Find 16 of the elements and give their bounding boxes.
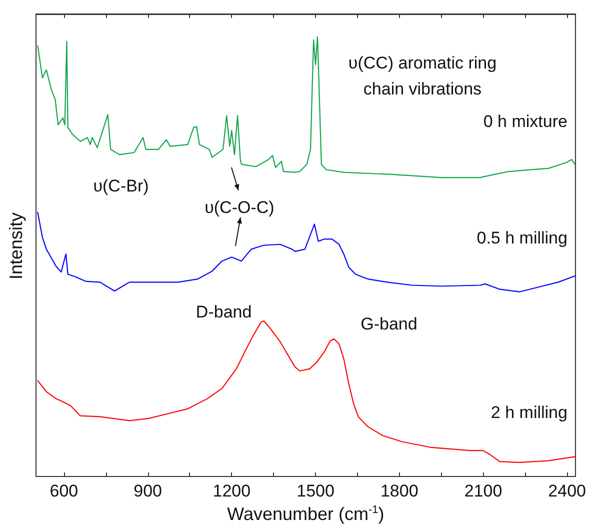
x-tick-label: 1200 — [212, 482, 251, 500]
series-label: 2 h milling — [490, 403, 568, 422]
annotation: υ(C-O-C) — [204, 198, 274, 217]
x-tick-label: 1500 — [296, 482, 334, 500]
x-tick-label: 2400 — [548, 482, 586, 500]
annotation: υ(C-Br) — [93, 176, 149, 196]
series-label: 0.5 h milling — [476, 228, 568, 248]
annotation: υ(CC) aromatic ring chain vibrations — [348, 53, 497, 98]
annotation: G-band — [360, 314, 418, 334]
x-tick-label: 2100 — [464, 482, 502, 500]
series-label: 0 h mixture — [483, 112, 568, 132]
x-tick-label: 1800 — [380, 482, 418, 500]
annotation: D-band — [196, 302, 252, 322]
y-axis-title: Intensity — [6, 212, 26, 280]
x-tick-label: 600 — [50, 482, 78, 500]
x-tick-label: 900 — [134, 482, 162, 500]
